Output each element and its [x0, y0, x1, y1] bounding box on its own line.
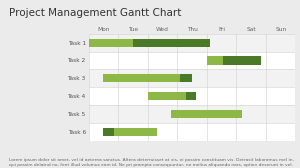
Text: Lorem ipsum dolor sit amet, vel id aeterna sanctus. Altera deterruisset at vis, : Lorem ipsum dolor sit amet, vel id aeter…	[9, 158, 294, 167]
Bar	[88, 87, 296, 105]
Bar	[186, 92, 196, 100]
Bar	[133, 38, 210, 47]
Bar	[171, 110, 242, 118]
Bar	[88, 123, 296, 141]
Bar	[180, 74, 192, 82]
Bar	[88, 52, 296, 69]
Bar	[88, 34, 296, 52]
Bar	[88, 38, 133, 47]
Bar	[223, 56, 262, 65]
Bar	[207, 56, 223, 65]
Bar	[148, 92, 186, 100]
Bar	[103, 128, 114, 136]
Text: Project Management Gantt Chart: Project Management Gantt Chart	[9, 8, 182, 18]
Bar	[88, 105, 296, 123]
Bar	[103, 74, 180, 82]
Bar	[114, 128, 157, 136]
Bar	[88, 69, 296, 87]
